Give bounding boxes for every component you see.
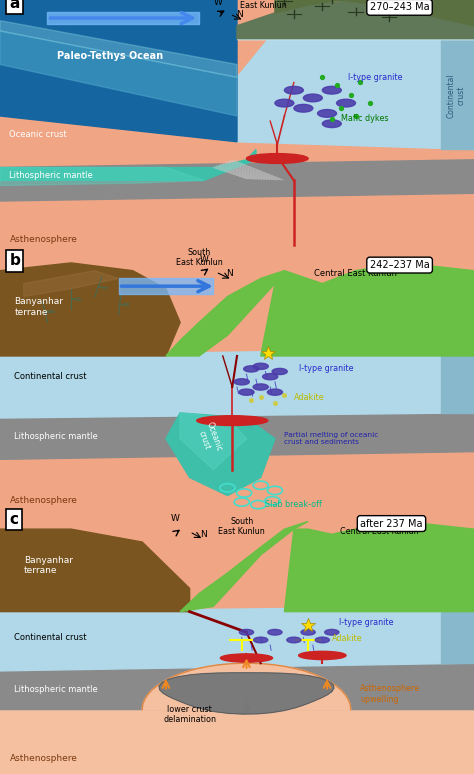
Polygon shape [0, 413, 474, 460]
Polygon shape [0, 0, 237, 142]
Ellipse shape [275, 99, 294, 107]
Polygon shape [237, 31, 474, 149]
Ellipse shape [294, 104, 313, 112]
Text: Asthenosphere
upwelling: Asthenosphere upwelling [360, 684, 420, 704]
Ellipse shape [322, 87, 341, 94]
Polygon shape [166, 271, 284, 356]
Polygon shape [275, 0, 474, 26]
Text: after 237 Ma: after 237 Ma [360, 519, 423, 529]
Polygon shape [441, 611, 474, 663]
Text: Central East Kunlun: Central East Kunlun [314, 269, 397, 278]
Ellipse shape [322, 120, 341, 128]
Text: South
East Kunlun: South East Kunlun [219, 517, 265, 536]
Text: Asthenosphere: Asthenosphere [9, 496, 77, 505]
Ellipse shape [284, 87, 303, 94]
Ellipse shape [301, 629, 315, 635]
Text: Slab break-off: Slab break-off [265, 500, 322, 509]
Polygon shape [0, 21, 237, 77]
Ellipse shape [268, 629, 282, 635]
Ellipse shape [220, 654, 273, 662]
Ellipse shape [239, 629, 254, 635]
Text: Lithospheric mantle: Lithospheric mantle [14, 432, 98, 440]
Polygon shape [0, 348, 474, 418]
Text: Asthenosphere: Asthenosphere [9, 235, 77, 245]
Ellipse shape [267, 389, 283, 396]
Ellipse shape [263, 374, 278, 380]
Text: 270–243 Ma: 270–243 Ma [370, 2, 429, 12]
Text: Lithospheric mantle: Lithospheric mantle [14, 684, 98, 694]
Polygon shape [180, 413, 246, 470]
Polygon shape [0, 258, 474, 516]
Ellipse shape [315, 637, 329, 643]
Text: lower crust
delamination: lower crust delamination [163, 705, 216, 724]
Polygon shape [166, 413, 275, 495]
Polygon shape [0, 167, 204, 186]
Polygon shape [0, 607, 474, 671]
Ellipse shape [239, 389, 254, 396]
Ellipse shape [253, 384, 268, 390]
Text: Mafic dykes: Mafic dykes [341, 114, 389, 123]
Polygon shape [0, 263, 180, 356]
Polygon shape [261, 263, 474, 356]
Text: a: a [9, 0, 20, 11]
Text: Central East Kunlun: Central East Kunlun [340, 527, 419, 536]
Text: Paleo-Tethys Ocean: Paleo-Tethys Ocean [57, 51, 163, 61]
Polygon shape [441, 39, 474, 149]
Text: N: N [227, 269, 233, 278]
Text: I-type granite: I-type granite [348, 73, 403, 82]
Text: W: W [200, 255, 208, 264]
Text: W: W [171, 515, 180, 523]
Ellipse shape [197, 416, 268, 426]
Text: Oceanic
crust: Oceanic crust [195, 421, 224, 457]
Polygon shape [24, 271, 119, 296]
Polygon shape [0, 529, 190, 611]
Polygon shape [142, 663, 351, 710]
Ellipse shape [325, 629, 339, 635]
Ellipse shape [272, 368, 287, 375]
Polygon shape [284, 522, 474, 611]
Polygon shape [441, 356, 474, 413]
Ellipse shape [337, 99, 356, 107]
Polygon shape [180, 522, 308, 611]
Text: Adakite: Adakite [332, 634, 363, 643]
Text: W: W [214, 0, 222, 7]
Text: South
East Kunlun: South East Kunlun [176, 248, 222, 268]
Ellipse shape [299, 651, 346, 659]
Ellipse shape [287, 637, 301, 643]
Polygon shape [0, 663, 474, 710]
Polygon shape [0, 149, 256, 180]
Polygon shape [0, 0, 474, 258]
Polygon shape [0, 31, 237, 116]
Text: Banyanhar
terrane: Banyanhar terrane [14, 297, 63, 317]
Polygon shape [0, 516, 474, 774]
Text: Continental crust: Continental crust [14, 372, 87, 382]
Text: Continental
crust: Continental crust [447, 73, 465, 118]
Text: N: N [201, 530, 207, 539]
Ellipse shape [234, 378, 249, 385]
Text: c: c [9, 512, 18, 527]
Text: b: b [9, 254, 20, 269]
Ellipse shape [253, 363, 268, 369]
Ellipse shape [254, 637, 268, 643]
Text: Lithospheric mantle: Lithospheric mantle [9, 171, 93, 180]
Polygon shape [237, 0, 474, 39]
Text: Adakite: Adakite [294, 393, 325, 402]
Text: I-type granite: I-type granite [299, 365, 353, 374]
Polygon shape [0, 710, 474, 774]
Polygon shape [0, 159, 474, 201]
Text: N: N [236, 10, 243, 19]
Text: Partial melting of oceanic
crust and sediments: Partial melting of oceanic crust and sed… [284, 432, 379, 445]
Text: Asthenosphere: Asthenosphere [9, 754, 77, 763]
Ellipse shape [244, 366, 259, 372]
Ellipse shape [246, 153, 308, 163]
Text: Oceanic crust: Oceanic crust [9, 129, 67, 139]
Text: Continental crust: Continental crust [14, 633, 87, 642]
Text: I-type granite: I-type granite [339, 618, 393, 626]
Polygon shape [159, 673, 334, 714]
Ellipse shape [303, 94, 322, 102]
Text: Banyanhar
terrane: Banyanhar terrane [24, 556, 73, 575]
Ellipse shape [318, 110, 337, 118]
Text: South
East Kunlun: South East Kunlun [240, 0, 286, 10]
Text: 242–237 Ma: 242–237 Ma [370, 260, 429, 270]
